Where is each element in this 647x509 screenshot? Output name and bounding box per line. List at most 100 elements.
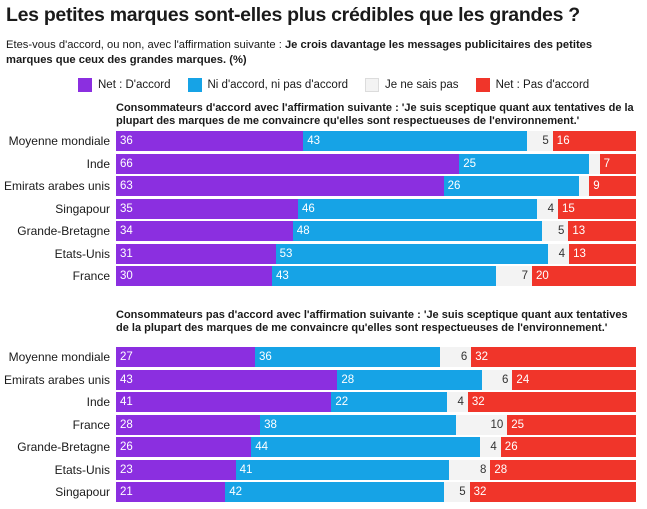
bar-segment-dont-know: 5 bbox=[526, 131, 553, 151]
category-label: Grande-Bretagne bbox=[17, 440, 110, 454]
bar-segment-disagree: 32 bbox=[469, 482, 636, 502]
category-label: Emirats arabes unis bbox=[3, 179, 110, 193]
data-label: 32 bbox=[473, 486, 487, 498]
bar-segment-neutral: 43 bbox=[272, 266, 496, 286]
data-label: 4 bbox=[457, 396, 464, 408]
data-label: 28 bbox=[120, 418, 133, 431]
legend-swatch-agree bbox=[78, 78, 92, 92]
category-label: Grande-Bretagne bbox=[17, 224, 110, 238]
data-label: 9 bbox=[593, 180, 600, 192]
data-label: 13 bbox=[573, 247, 586, 260]
data-label: 10 bbox=[490, 418, 504, 431]
data-label: 36 bbox=[259, 351, 272, 363]
data-label: 4 bbox=[558, 247, 566, 260]
bar-segment-disagree: 32 bbox=[471, 347, 636, 367]
category-label: Etats-Unis bbox=[54, 462, 110, 477]
legend-label-agree: Net : D'accord bbox=[98, 79, 171, 91]
category-label: France bbox=[72, 417, 110, 432]
bar-row: Inde 41 22 4 32 bbox=[0, 392, 647, 412]
bar-row: France 30 43 7 20 bbox=[0, 266, 647, 286]
data-label: 5 bbox=[557, 225, 565, 237]
data-label: 66 bbox=[120, 157, 133, 170]
data-label: 26 bbox=[504, 441, 518, 453]
bar-segment-agree: 63 bbox=[116, 176, 444, 196]
data-label: 8 bbox=[479, 463, 487, 476]
data-label: 7 bbox=[603, 157, 610, 170]
bar-segment-agree: 26 bbox=[116, 437, 252, 457]
legend-swatch-neutral bbox=[187, 78, 202, 92]
bar-segment-dont-know: 4 bbox=[446, 392, 468, 412]
bar-segment-neutral: 26 bbox=[443, 176, 579, 196]
legend-item-dont-know: Je ne sais pas bbox=[365, 78, 459, 92]
bar-segment-agree: 43 bbox=[116, 369, 338, 390]
legend-item-agree: Net : D'accord bbox=[78, 78, 171, 92]
bar-row: Grande-Bretagne 34 48 5 13 bbox=[0, 221, 647, 241]
data-label: 36 bbox=[120, 135, 133, 147]
bar-segment-disagree: 9 bbox=[589, 176, 636, 196]
subtitle-question: Je crois davantage les messages publicit… bbox=[6, 39, 593, 66]
bar-segment-dont-know: 4 bbox=[548, 243, 570, 264]
data-label: 32 bbox=[471, 396, 485, 408]
data-label: 23 bbox=[120, 463, 133, 476]
legend: Net : D'accord Ni d'accord, ni pas d'acc… bbox=[78, 76, 606, 94]
data-label: 5 bbox=[459, 486, 466, 498]
bar-segment-agree: 30 bbox=[116, 266, 272, 286]
bar-segment-neutral: 44 bbox=[251, 437, 480, 457]
data-label: 22 bbox=[335, 396, 349, 408]
bar-segment-agree: 66 bbox=[116, 153, 460, 174]
bar-segment-disagree: 28 bbox=[490, 459, 636, 480]
bar-segment-agree: 28 bbox=[116, 414, 261, 435]
bar-segment-agree: 23 bbox=[116, 459, 236, 480]
bar-segment-dont-know bbox=[589, 153, 600, 174]
bar-segment-disagree: 32 bbox=[467, 392, 636, 412]
bar-segment-neutral: 38 bbox=[260, 414, 456, 435]
legend-label-dont-know: Je ne sais pas bbox=[385, 79, 459, 91]
page-subtitle: Etes-vous d'accord, ou non, avec l'affir… bbox=[6, 38, 636, 68]
data-label: 28 bbox=[494, 463, 508, 476]
data-label: 27 bbox=[120, 351, 133, 363]
bar-segment-neutral: 25 bbox=[459, 153, 590, 174]
category-label: Etats-Unis bbox=[54, 246, 110, 261]
data-label: 30 bbox=[120, 270, 133, 282]
data-label: 53 bbox=[279, 247, 293, 260]
data-label: 34 bbox=[120, 225, 133, 237]
legend-swatch-dont-know bbox=[365, 78, 380, 92]
bar-segment-agree: 31 bbox=[116, 243, 276, 264]
bar-segment-dont-know: 4 bbox=[537, 198, 558, 219]
data-label: 41 bbox=[120, 396, 133, 408]
bar-segment-agree: 34 bbox=[116, 221, 293, 241]
subtitle-prefix: Etes-vous d'accord, ou non, avec l'affir… bbox=[6, 39, 285, 51]
bar-segment-agree: 21 bbox=[116, 482, 226, 502]
category-label: France bbox=[72, 269, 110, 283]
bar-segment-dont-know: 8 bbox=[448, 459, 491, 480]
bar-segment-dont-know: 4 bbox=[480, 437, 501, 457]
bar-row: Inde 66 25 7 bbox=[0, 153, 647, 174]
data-label: 31 bbox=[120, 247, 133, 260]
data-label: 7 bbox=[521, 270, 528, 282]
bar-segment-neutral: 36 bbox=[255, 347, 441, 367]
data-label: 42 bbox=[229, 486, 242, 498]
data-label: 38 bbox=[264, 418, 277, 431]
data-label: 46 bbox=[302, 202, 315, 215]
bar-segment-disagree: 16 bbox=[552, 131, 636, 151]
bar-segment-agree: 36 bbox=[116, 131, 304, 151]
bar-segment-dont-know: 10 bbox=[455, 414, 508, 435]
legend-label-neutral: Ni d'accord, ni pas d'accord bbox=[207, 79, 349, 91]
category-label: Inde bbox=[86, 156, 110, 171]
bar-segment-neutral: 42 bbox=[225, 482, 444, 502]
data-label: 41 bbox=[239, 463, 253, 476]
data-label: 35 bbox=[120, 202, 133, 215]
bar-segment-dont-know: 5 bbox=[542, 221, 569, 241]
data-label: 43 bbox=[307, 135, 320, 147]
bar-segment-disagree: 25 bbox=[507, 414, 636, 435]
data-label: 13 bbox=[572, 225, 586, 237]
legend-item-disagree: Net : Pas d'accord bbox=[475, 78, 589, 92]
bar-segment-dont-know bbox=[578, 176, 590, 196]
bar-segment-neutral: 48 bbox=[292, 221, 543, 241]
data-label: 25 bbox=[463, 157, 476, 170]
data-label: 43 bbox=[276, 270, 289, 282]
category-label: Emirats arabes unis bbox=[3, 372, 110, 387]
bar-row: Etats-Unis 23 41 8 28 bbox=[0, 459, 647, 480]
bar-row: Emirats arabes unis 43 28 6 24 bbox=[0, 369, 647, 390]
data-label: 26 bbox=[120, 441, 133, 453]
